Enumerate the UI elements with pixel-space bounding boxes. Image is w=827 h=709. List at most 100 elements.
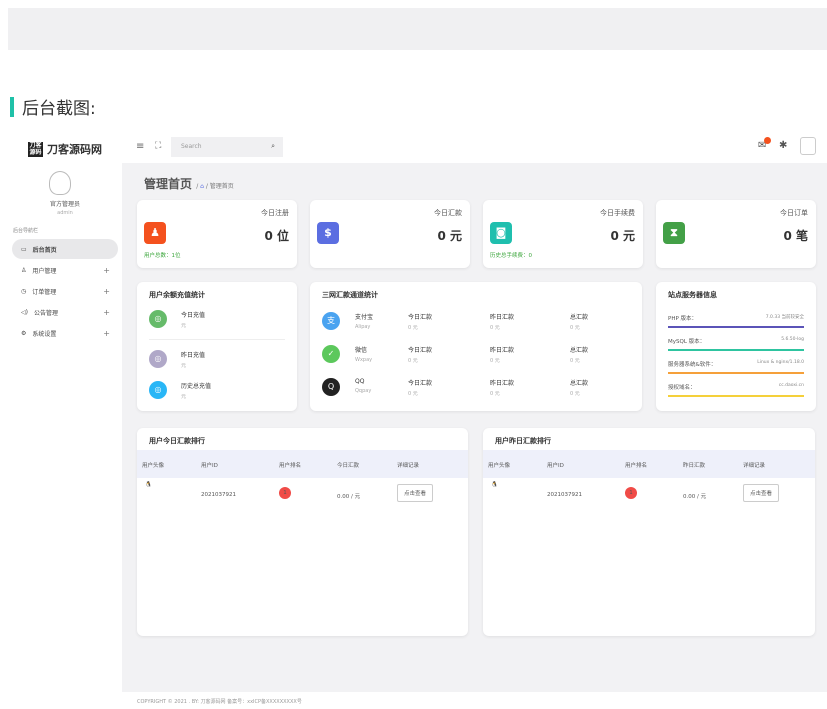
qq-avatar-icon: 🐧: [491, 482, 498, 488]
server-label: PHP 版本：: [668, 316, 698, 322]
server-value: Linux & nginx/1.18.0: [757, 360, 804, 365]
clock-icon: ◷: [21, 287, 27, 295]
notification-badge: [764, 137, 771, 144]
balance-label: 历史总充值: [181, 383, 212, 390]
column-header: 用户头像: [142, 463, 165, 469]
table-header: 用户头像 用户ID 用户排名 今日汇款 详细记录: [137, 450, 468, 478]
breadcrumb: 管理首页 / ⌂ / 管理首页: [144, 177, 234, 191]
label: 昨日汇款: [490, 380, 515, 387]
channel-label: QQ: [355, 378, 365, 385]
balance-stats-card: 用户余额充值统计 ◎ 今日充值元 ◎ 昨日充值元 ◎ 历史总充值元: [137, 282, 297, 411]
channel-name: 支付宝 Alipay: [355, 312, 373, 330]
balance-item: ◎ 历史总充值元: [149, 381, 211, 400]
column-header: 详细记录: [743, 463, 766, 469]
server-info-row: 授权域名： cc.daoxi.cn: [668, 383, 804, 397]
heading-text: 后台截图:: [22, 99, 96, 119]
divider: [149, 339, 285, 340]
settings-icon[interactable]: ✱: [779, 140, 788, 151]
server-info-row: PHP 版本： 7.0.33 当前较安全: [668, 314, 804, 328]
user-id-cell: 2021037921: [201, 492, 236, 498]
channel-stats-card: 三网汇款通道统计 支 支付宝 Alipay 今日汇款 0 元 昨日汇款 0 元 总汇款…: [310, 282, 642, 411]
channel-label: 微信: [355, 347, 368, 354]
stat-card: 今日手续费 ◙ 0 元 历史总手续费：0: [483, 200, 643, 268]
channel-today: 今日汇款 0 元: [408, 312, 432, 331]
view-details-button[interactable]: 点击查看: [743, 484, 780, 502]
money-bag-icon: ◙: [490, 222, 512, 244]
card-title: 三网汇款通道统计: [322, 291, 378, 299]
sidebar: [8, 130, 122, 709]
expand-icon: +: [103, 307, 110, 317]
column-header: 用户排名: [279, 463, 302, 469]
expand-icon: +: [103, 328, 110, 338]
card-title: 用户昨日汇款排行: [495, 437, 551, 445]
column-header: 用户ID: [547, 463, 564, 469]
home-icon[interactable]: ⌂: [200, 183, 204, 190]
top-banner: [8, 8, 827, 50]
channel-today: 今日汇款 0 元: [408, 345, 432, 364]
fullscreen-icon[interactable]: ⛶: [155, 141, 162, 151]
hourglass-icon: ⧗: [663, 222, 685, 244]
channel-today: 今日汇款 0 元: [408, 378, 432, 397]
label: 今日汇款: [408, 314, 433, 321]
search-input[interactable]: Search ⌕: [171, 137, 283, 157]
value: 0 元: [490, 391, 500, 397]
nav-section-label: 后台导航栏: [13, 228, 39, 234]
balance-value: 元: [181, 363, 187, 369]
label: 总汇款: [570, 314, 589, 321]
sidebar-item-settings[interactable]: ⚙ 系统设置 +: [12, 323, 118, 343]
stat-footer: 用户总数：1位: [144, 253, 181, 259]
progress-line: [668, 395, 804, 397]
table-row: 🐧 2021037921 1 0.00 / 元 点击查看: [137, 478, 468, 508]
menu-toggle-icon[interactable]: ≡: [136, 141, 145, 152]
channel-row: 支: [322, 312, 340, 330]
sidebar-item-users[interactable]: ♙ 用户管理 +: [12, 260, 118, 280]
value: 0 元: [490, 325, 500, 331]
channel-sub: Alipay: [355, 324, 371, 330]
user-icon: ♟: [144, 222, 166, 244]
logo-text: 刀客源码网: [47, 143, 102, 156]
value: 0 元: [570, 391, 580, 397]
header-avatar[interactable]: [800, 137, 816, 155]
view-details-button[interactable]: 点击查看: [397, 484, 434, 502]
section-heading: 后台截图:: [10, 94, 96, 119]
message-icon[interactable]: ✉: [758, 137, 771, 151]
user-icon: ♙: [21, 266, 27, 274]
nav-label: 系统设置: [32, 330, 57, 338]
avatar[interactable]: [49, 171, 71, 195]
server-label: MySQL 版本：: [668, 339, 706, 345]
server-info-row: MySQL 版本： 5.6.50-log: [668, 337, 804, 351]
label: 总汇款: [570, 347, 589, 354]
qq-avatar-icon: 🐧: [145, 482, 152, 488]
stat-card: 今日订单 ⧗ 0 笔: [656, 200, 816, 268]
wechat-icon: ✓: [322, 345, 340, 363]
balance-value: 元: [181, 323, 187, 329]
server-info-card: 站点服务器信息 PHP 版本： 7.0.33 当前较安全 MySQL 版本： 5.6.…: [656, 282, 816, 411]
label: 昨日汇款: [490, 347, 515, 354]
label: 昨日汇款: [490, 314, 515, 321]
rank-badge: 1: [625, 487, 637, 499]
expand-icon: +: [103, 265, 110, 275]
channel-sub: Wxpay: [355, 357, 373, 363]
balance-value: 元: [181, 394, 187, 400]
balance-item: ◎ 今日充值元: [149, 310, 205, 329]
amount-cell: 0.00 / 元: [337, 494, 361, 500]
logo[interactable]: 刀客 源码 刀客源码网: [28, 141, 102, 157]
sidebar-item-notices[interactable]: ◁) 公告管理 +: [12, 302, 118, 322]
gear-icon: ⚙: [21, 329, 27, 337]
column-header: 用户排名: [625, 463, 648, 469]
stat-value: 0 笔: [783, 229, 808, 243]
search-icon[interactable]: ⌕: [271, 142, 275, 150]
sidebar-item-home[interactable]: ▭ 后台首页: [12, 239, 118, 259]
stat-label: 今日汇款: [434, 209, 462, 217]
table-row: 🐧 2021037921 1 0.00 / 元 点击查看: [483, 478, 815, 508]
sidebar-item-orders[interactable]: ◷ 订单管理 +: [12, 281, 118, 301]
stat-card: 今日注册 ♟ 0 位 用户总数：1位: [137, 200, 297, 268]
card-title: 站点服务器信息: [668, 291, 717, 299]
label: 总汇款: [570, 380, 589, 387]
column-header: 详细记录: [397, 463, 420, 469]
server-label: 授权域名：: [668, 385, 696, 391]
channel-row: ✓: [322, 345, 340, 363]
column-header: 今日汇款: [337, 463, 360, 469]
value: 0 元: [570, 358, 580, 364]
stat-card: 今日汇款 $ 0 元: [310, 200, 470, 268]
